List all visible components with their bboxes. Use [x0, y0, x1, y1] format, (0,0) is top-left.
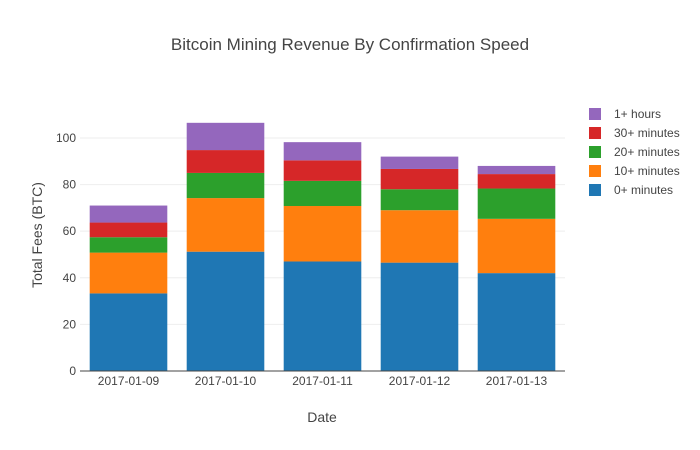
- y-tick-label: 100: [56, 131, 76, 145]
- legend-label[interactable]: 0+ minutes: [614, 183, 673, 197]
- bar-segment[interactable]: [477, 165, 556, 175]
- y-tick-label: 0: [69, 364, 76, 378]
- bar-segment[interactable]: [477, 218, 556, 274]
- legend-label[interactable]: 10+ minutes: [614, 164, 680, 178]
- y-tick-label: 40: [63, 271, 77, 285]
- legend-swatch[interactable]: [589, 108, 601, 120]
- y-axis-title: Total Fees (BTC): [29, 182, 45, 288]
- x-tick-label: 2017-01-12: [389, 374, 451, 388]
- bar-segment[interactable]: [283, 206, 362, 262]
- x-tick-label: 2017-01-09: [98, 374, 160, 388]
- legend-label[interactable]: 20+ minutes: [614, 145, 680, 159]
- axes: 0 20 40 60 80 100 2017-01-09 2017-01-10 2017-01-…: [56, 131, 565, 388]
- chart-title: Bitcoin Mining Revenue By Confirmation S…: [171, 35, 529, 54]
- bar-segment[interactable]: [89, 237, 168, 253]
- bar-segment[interactable]: [283, 160, 362, 181]
- bar-segment[interactable]: [89, 293, 168, 371]
- bar-segment[interactable]: [89, 252, 168, 294]
- legend-swatch[interactable]: [589, 165, 601, 177]
- legend-swatch[interactable]: [589, 184, 601, 196]
- bar-segment[interactable]: [186, 251, 265, 371]
- legend-swatch[interactable]: [589, 146, 601, 158]
- bars: [89, 122, 556, 371]
- bar-segment[interactable]: [380, 189, 459, 211]
- legend-label[interactable]: 1+ hours: [614, 107, 661, 121]
- bar-segment[interactable]: [186, 172, 265, 199]
- bar-segment[interactable]: [89, 222, 168, 238]
- bar-segment[interactable]: [283, 261, 362, 371]
- x-axis-title: Date: [307, 409, 337, 425]
- bar-segment[interactable]: [186, 150, 265, 173]
- bar-segment[interactable]: [380, 210, 459, 263]
- y-tick-label: 80: [63, 178, 77, 192]
- legend: 1+ hours 30+ minutes 20+ minutes 10+ minute…: [589, 107, 680, 197]
- bar-segment[interactable]: [186, 122, 265, 151]
- x-tick-label: 2017-01-11: [292, 374, 353, 388]
- bar-segment[interactable]: [380, 262, 459, 371]
- bar-segment[interactable]: [380, 156, 459, 169]
- y-tick-label: 60: [63, 224, 77, 238]
- x-tick-label: 2017-01-10: [195, 374, 257, 388]
- y-tick-label: 20: [63, 317, 77, 331]
- legend-swatch[interactable]: [589, 127, 601, 139]
- bar-segment[interactable]: [89, 205, 168, 223]
- bar-segment[interactable]: [380, 168, 459, 190]
- bar-segment[interactable]: [477, 273, 556, 371]
- bar-segment[interactable]: [283, 142, 362, 161]
- bar-segment[interactable]: [477, 188, 556, 219]
- bar-segment[interactable]: [477, 174, 556, 189]
- bar-segment[interactable]: [186, 198, 265, 252]
- bar-segment[interactable]: [283, 180, 362, 207]
- legend-label[interactable]: 30+ minutes: [614, 126, 680, 140]
- x-tick-label: 2017-01-13: [486, 374, 548, 388]
